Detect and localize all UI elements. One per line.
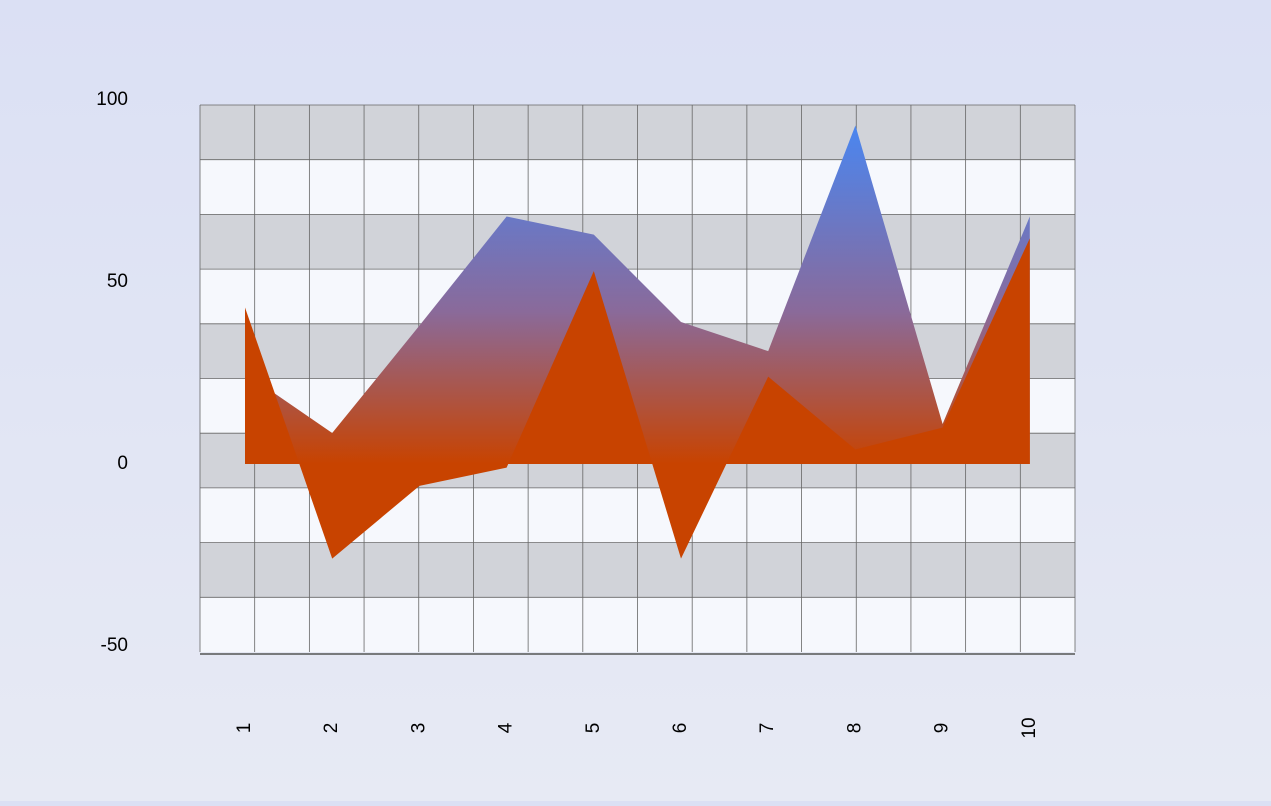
x-tick-label: 9 [932,723,953,734]
x-tick-label: 3 [408,723,429,734]
y-tick-label: 50 [107,271,128,292]
x-tick-label: 1 [234,723,255,734]
area [245,125,1030,464]
x-tick-label: 7 [757,723,778,734]
y-tick-label: 0 [117,453,128,474]
y-tick-label: -50 [101,635,128,656]
x-tick-label: 2 [321,723,342,734]
x-tick-label: 6 [670,723,691,734]
x-tick-label: 8 [844,723,865,734]
x-tick-label: 10 [1019,717,1040,738]
y-tick-label: 100 [96,89,128,110]
x-tick-label: 4 [496,722,517,733]
x-tick-label: 5 [583,723,604,734]
area [245,238,1030,559]
